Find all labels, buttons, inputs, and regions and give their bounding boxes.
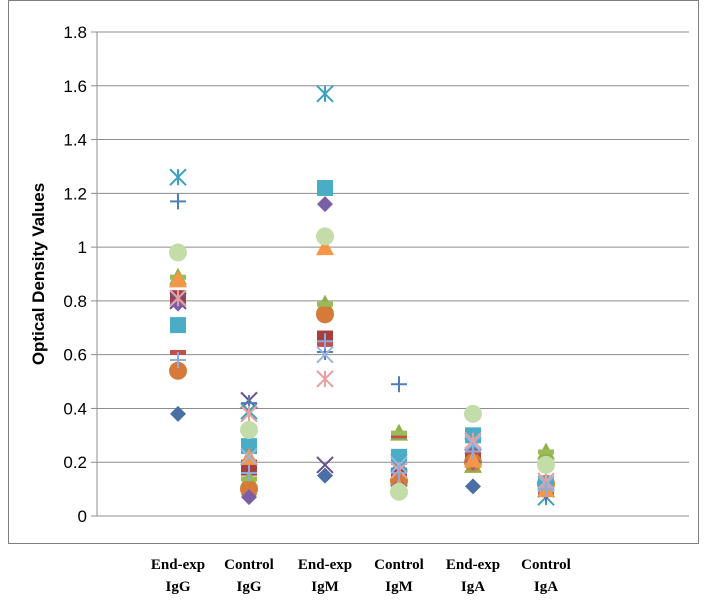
y-tick-label: 1.8 xyxy=(63,23,87,42)
x-category-label-line2: IgM xyxy=(385,579,413,595)
x-category-label-line1: Control xyxy=(374,557,424,573)
data-point xyxy=(316,305,334,324)
data-point xyxy=(317,333,333,350)
data-point xyxy=(465,443,481,460)
y-tick-label: 0.4 xyxy=(63,399,87,418)
data-point xyxy=(241,464,257,481)
data-point xyxy=(170,193,186,210)
data-point xyxy=(465,478,481,495)
x-category-label: End-exp IgM xyxy=(279,554,371,598)
y-tick-label: 0.2 xyxy=(63,453,87,472)
data-point xyxy=(316,238,334,256)
data-point xyxy=(240,420,258,439)
data-point xyxy=(316,345,334,364)
data-point xyxy=(240,448,258,466)
data-point xyxy=(391,464,407,481)
y-axis-title: Optical Density Values xyxy=(29,183,48,365)
data-point xyxy=(391,430,407,436)
data-point xyxy=(170,405,186,422)
x-category-label: End-exp IgA xyxy=(427,554,519,598)
y-tick-label: 0 xyxy=(78,507,87,526)
y-tick-label: 1 xyxy=(78,238,87,257)
x-category-label-line2: IgG xyxy=(236,579,262,595)
y-tick-label: 1.6 xyxy=(63,77,87,96)
x-category-label-line1: Control xyxy=(521,557,571,573)
x-category-label: Control IgM xyxy=(353,554,445,598)
x-category-label: End-exp IgG xyxy=(132,554,224,598)
x-category-label-line2: IgA xyxy=(460,579,486,595)
data-point xyxy=(170,352,186,369)
y-tick-label: 1.2 xyxy=(63,184,87,203)
data-point xyxy=(169,270,187,288)
scatter-chart: 0 0.2 0.4 0.6 0.8 1 1.2 1.4 1.6 1.8 Optical Densit… xyxy=(29,23,689,526)
data-point xyxy=(537,455,555,474)
y-tick-label: 0.6 xyxy=(63,346,87,365)
data-point xyxy=(240,405,258,423)
data-point xyxy=(316,227,334,246)
x-category-label-line2: IgM xyxy=(311,579,339,595)
data-point xyxy=(317,301,333,307)
data-point xyxy=(317,467,333,484)
x-category-label-line2: IgG xyxy=(165,579,191,595)
x-category-label-line1: Control xyxy=(224,557,274,573)
data-point xyxy=(169,289,187,307)
data-point xyxy=(241,438,257,455)
data-point xyxy=(169,168,187,186)
data-point xyxy=(538,449,554,455)
chart-frame xyxy=(8,0,699,544)
data-point xyxy=(241,489,257,506)
data-point xyxy=(316,370,334,388)
data-point xyxy=(169,361,187,380)
data-point xyxy=(464,404,482,423)
x-category-label: Control IgG xyxy=(203,554,295,598)
data-point xyxy=(169,243,187,262)
data-point xyxy=(391,433,407,439)
x-category-label-line2: IgA xyxy=(533,579,559,595)
data-point xyxy=(316,85,334,103)
x-category-label-line1: End-exp xyxy=(297,557,353,573)
data-point xyxy=(390,482,408,501)
data-point xyxy=(391,376,407,393)
data-point xyxy=(170,317,186,334)
y-tick-label: 1.4 xyxy=(63,131,87,150)
x-category-label-line1: End-exp xyxy=(445,557,501,573)
data-point xyxy=(240,480,258,499)
data-point xyxy=(316,456,334,474)
x-category-label: Control IgA xyxy=(500,554,592,598)
data-point xyxy=(538,481,554,498)
data-point xyxy=(317,196,333,213)
data-point xyxy=(317,179,333,196)
x-category-label-line1: End-exp xyxy=(150,557,206,573)
y-tick-label: 0.8 xyxy=(63,292,87,311)
